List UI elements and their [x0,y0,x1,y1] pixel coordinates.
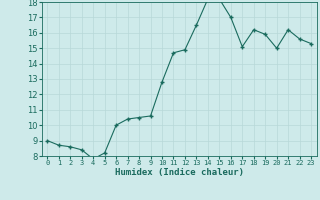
X-axis label: Humidex (Indice chaleur): Humidex (Indice chaleur) [115,168,244,177]
